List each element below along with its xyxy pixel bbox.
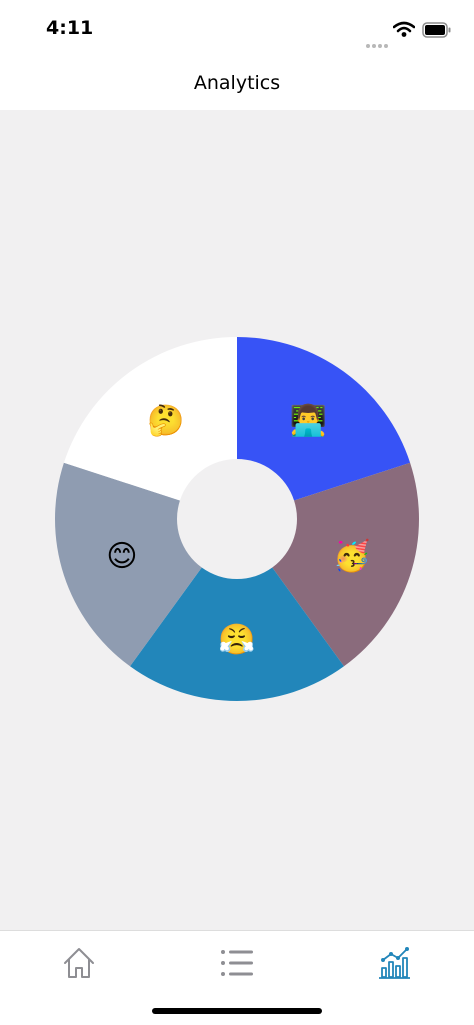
mood-donut-chart: 👨‍💻 🥳 😤 😊 🤔 (54, 337, 419, 701)
home-icon (64, 948, 94, 978)
page-title: Analytics (193, 72, 281, 94)
chart-slice-1 (272, 462, 419, 667)
chart-slice-label-2: 😤 (218, 623, 255, 658)
chart-slice-0 (237, 337, 411, 501)
status-bar: 4:11 (0, 0, 474, 60)
tab-list[interactable] (207, 941, 267, 985)
list-icon (221, 950, 253, 976)
wifi-icon (393, 21, 415, 37)
chart-slice-label-1: 🥳 (333, 537, 370, 574)
chart-slice-label-4: 🤔 (147, 404, 184, 439)
chart-slice-2 (130, 567, 344, 701)
chart-slice-3 (54, 462, 202, 667)
tab-home[interactable] (49, 941, 109, 985)
battery-icon (422, 22, 451, 38)
analytics-icon (379, 947, 410, 979)
tab-analytics[interactable] (365, 941, 425, 985)
navigation-bar: Analytics (0, 60, 474, 110)
chart-slice-label-0: 👨‍💻 (289, 403, 326, 439)
chart-area: 👨‍💻 🥳 😤 😊 🤔 (0, 110, 474, 930)
home-indicator (152, 1008, 322, 1014)
home-icon-outline (64, 948, 94, 978)
chart-slice-4 (63, 337, 237, 501)
status-time: 4:11 (46, 17, 94, 39)
signal-dots-icon (366, 33, 390, 52)
chart-slice-label-3: 😊 (106, 539, 137, 574)
